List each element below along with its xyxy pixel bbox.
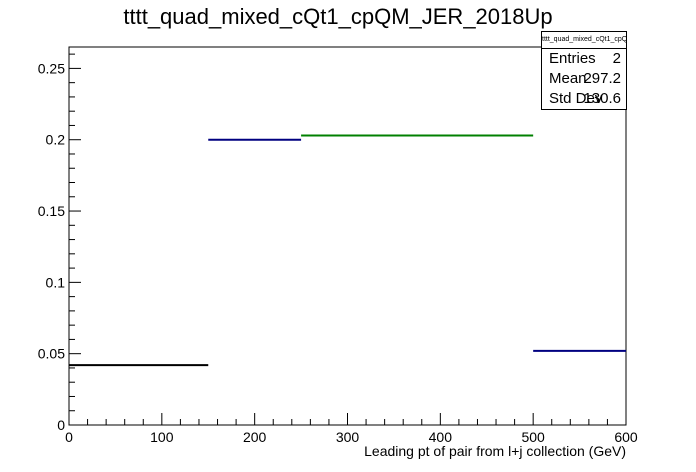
entries-label: Entries [549,50,596,67]
x-axis-label: Leading pt of pair from l+j collection (… [364,443,626,459]
x-tick-label: 500 [521,429,545,445]
y-tick-label: 0.2 [46,132,66,148]
x-tick-label: 300 [336,429,360,445]
y-tick-label: 0 [57,417,65,433]
y-tick-label: 0.15 [38,203,65,219]
x-tick-label: 100 [150,429,174,445]
y-tick-label: 0.1 [46,274,66,290]
x-tick-label: 600 [614,429,638,445]
stddev-label: Std Dev [549,90,603,107]
x-tick-label: 200 [243,429,267,445]
y-tick-label: 0.05 [38,346,65,362]
entries-value: 2 [612,50,621,67]
stats-box: tttt_quad_mixed_cQt1_cpQM_JER_2018Up Ent… [541,31,627,110]
stddev-value: 130.6 [583,90,621,107]
stats-row-entries: Entries 2 [542,49,626,69]
y-tick-label: 0.25 [38,60,65,76]
x-tick-label: 0 [65,429,73,445]
mean-value: 297.2 [583,70,621,87]
x-tick-label: 400 [429,429,453,445]
chart-title: tttt_quad_mixed_cQt1_cpQM_JER_2018Up [123,4,553,29]
mean-label: Mean [549,70,587,87]
axes: 0 100 200 300 400 500 600 0 0.05 0.1 0.15 0.2 0.25 Le… [38,46,638,459]
stats-row-stddev: Std Dev 130.6 [542,89,626,109]
histogram-bins [69,134,626,367]
stats-histogram-name: tttt_quad_mixed_cQt1_cpQM_JER_2018Up [542,32,626,49]
stats-row-mean: Mean 297.2 [542,69,626,89]
